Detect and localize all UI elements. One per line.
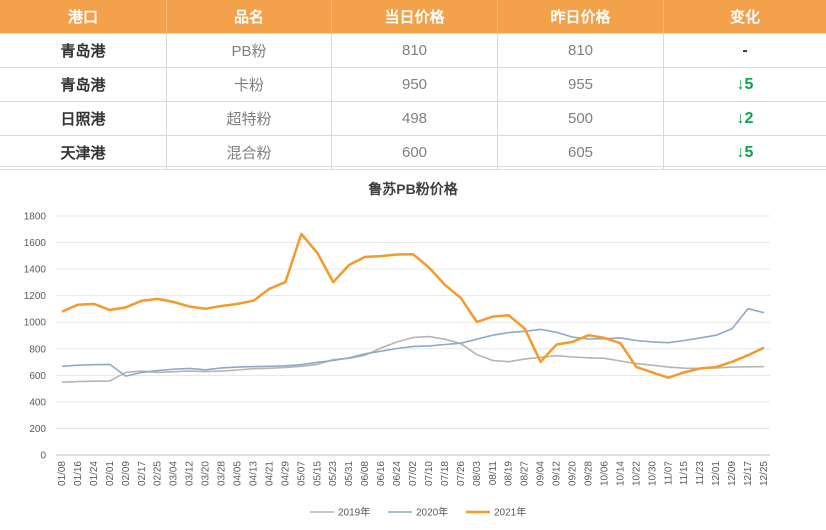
x-tick-label: 07/02 (408, 461, 419, 486)
today-price-cell: 600 (332, 136, 498, 170)
x-tick-label: 09/04 (536, 461, 547, 486)
yesterday-price-cell: 810 (498, 34, 664, 68)
x-tick-label: 02/25 (153, 461, 164, 486)
chart-grid (56, 216, 770, 455)
header-change: 变化 (664, 0, 826, 34)
x-tick-label: 09/28 (584, 461, 595, 486)
change-cell: ↓2 (664, 102, 826, 136)
yesterday-price-cell: 500 (498, 102, 664, 136)
chart-title: 鲁苏PB粉价格 (367, 181, 458, 197)
header-yesterday-price: 昨日价格 (498, 0, 664, 34)
y-tick-label: 600 (29, 371, 46, 382)
x-tick-label: 10/06 (599, 461, 610, 486)
x-tick-label: 04/13 (248, 461, 259, 486)
header-product: 品名 (167, 0, 332, 34)
x-tick-label: 08/27 (520, 461, 531, 486)
x-tick-label: 07/18 (440, 461, 451, 486)
x-tick-label: 10/30 (647, 461, 658, 486)
change-cell: ↓5 (664, 68, 826, 102)
x-tick-label: 03/20 (201, 461, 212, 486)
today-price-cell: 810 (332, 34, 498, 68)
x-tick-label: 09/12 (552, 461, 563, 486)
port-cell: 天津港 (0, 136, 167, 170)
x-tick-label: 11/23 (695, 461, 706, 486)
y-tick-label: 400 (29, 397, 46, 408)
x-tick-label: 01/08 (57, 461, 68, 486)
x-tick-label: 06/24 (392, 461, 403, 486)
product-cell: 超特粉 (167, 102, 332, 136)
y-tick-label: 0 (40, 451, 46, 462)
y-tick-label: 200 (29, 424, 46, 435)
product-cell: 卡粉 (167, 68, 332, 102)
price-table: 港口 品名 当日价格 昨日价格 变化 青岛港 PB粉 810 810 - 青岛港… (0, 0, 826, 170)
table-row: 天津港 混合粉 600 605 ↓5 (0, 136, 826, 170)
x-tick-label: 11/15 (679, 461, 690, 486)
x-tick-label: 04/21 (264, 461, 275, 486)
x-tick-label: 12/09 (727, 461, 738, 486)
x-tick-label: 06/08 (360, 461, 371, 486)
y-tick-label: 1000 (24, 318, 47, 329)
price-chart: 鲁苏PB粉价格 0 200 400 600 800 1000 1200 1400 1600 180… (0, 166, 826, 530)
y-tick-label: 1600 (24, 238, 47, 249)
x-tick-label: 10/14 (615, 461, 626, 486)
change-cell: ↓5 (664, 136, 826, 170)
y-tick-label: 1800 (24, 212, 47, 223)
x-tick-label: 03/12 (185, 461, 196, 486)
product-cell: PB粉 (167, 34, 332, 68)
port-cell: 青岛港 (0, 34, 167, 68)
table-header-row: 港口 品名 当日价格 昨日价格 变化 (0, 0, 826, 34)
x-tick-label: 09/20 (568, 461, 579, 486)
header-port: 港口 (0, 0, 167, 34)
x-tick-label: 08/19 (504, 461, 515, 486)
y-tick-label: 800 (29, 344, 46, 355)
legend-label: 2020年 (416, 506, 448, 519)
x-tick-label: 01/16 (73, 461, 84, 486)
y-tick-label: 1400 (24, 265, 47, 276)
x-tick-label: 01/24 (89, 461, 100, 486)
y-tick-label: 1200 (24, 291, 47, 302)
x-tick-label: 12/17 (743, 461, 754, 486)
table-row: 青岛港 卡粉 950 955 ↓5 (0, 68, 826, 102)
today-price-cell: 498 (332, 102, 498, 136)
change-cell: - (664, 34, 826, 68)
y-axis: 0 200 400 600 800 1000 1200 1400 1600 1800 (24, 212, 47, 462)
port-cell: 日照港 (0, 102, 167, 136)
x-tick-label: 05/23 (328, 461, 339, 486)
table-row: 日照港 超特粉 498 500 ↓2 (0, 102, 826, 136)
legend-label: 2019年 (338, 506, 370, 519)
x-tick-label: 12/01 (711, 461, 722, 486)
x-tick-label: 02/17 (137, 461, 148, 486)
x-tick-label: 03/28 (217, 461, 228, 486)
today-price-cell: 950 (332, 68, 498, 102)
header-today-price: 当日价格 (332, 0, 498, 34)
yesterday-price-cell: 605 (498, 136, 664, 170)
chart-canvas: 鲁苏PB粉价格 0 200 400 600 800 1000 1200 1400 1600 180… (0, 167, 826, 529)
chart-legend: 2019年 2020年 2021年 (310, 506, 526, 519)
x-tick-label: 04/05 (233, 461, 244, 486)
legend-label: 2021年 (494, 506, 526, 519)
x-tick-label: 05/15 (312, 461, 323, 486)
x-tick-label: 06/16 (376, 461, 387, 486)
x-tick-label: 07/10 (424, 461, 435, 486)
x-tick-label: 07/26 (456, 461, 467, 486)
x-tick-label: 04/29 (280, 461, 291, 486)
x-tick-label: 12/25 (759, 461, 770, 486)
x-tick-label: 02/09 (121, 461, 132, 486)
x-tick-label: 08/03 (472, 461, 483, 486)
x-axis: 01/08 01/16 01/24 02/01 02/09 02/17 02/25 03/04… (57, 461, 770, 486)
x-tick-label: 03/04 (169, 461, 180, 486)
product-cell: 混合粉 (167, 136, 332, 170)
x-tick-label: 05/31 (344, 461, 355, 486)
chart-series (62, 234, 764, 382)
port-cell: 青岛港 (0, 68, 167, 102)
table-row: 青岛港 PB粉 810 810 - (0, 34, 826, 68)
series-line-3 (62, 234, 764, 378)
x-tick-label: 02/01 (105, 461, 116, 486)
x-tick-label: 08/11 (488, 461, 499, 486)
x-tick-label: 11/07 (663, 461, 674, 486)
yesterday-price-cell: 955 (498, 68, 664, 102)
x-tick-label: 05/07 (296, 461, 307, 486)
x-tick-label: 10/22 (631, 461, 642, 486)
